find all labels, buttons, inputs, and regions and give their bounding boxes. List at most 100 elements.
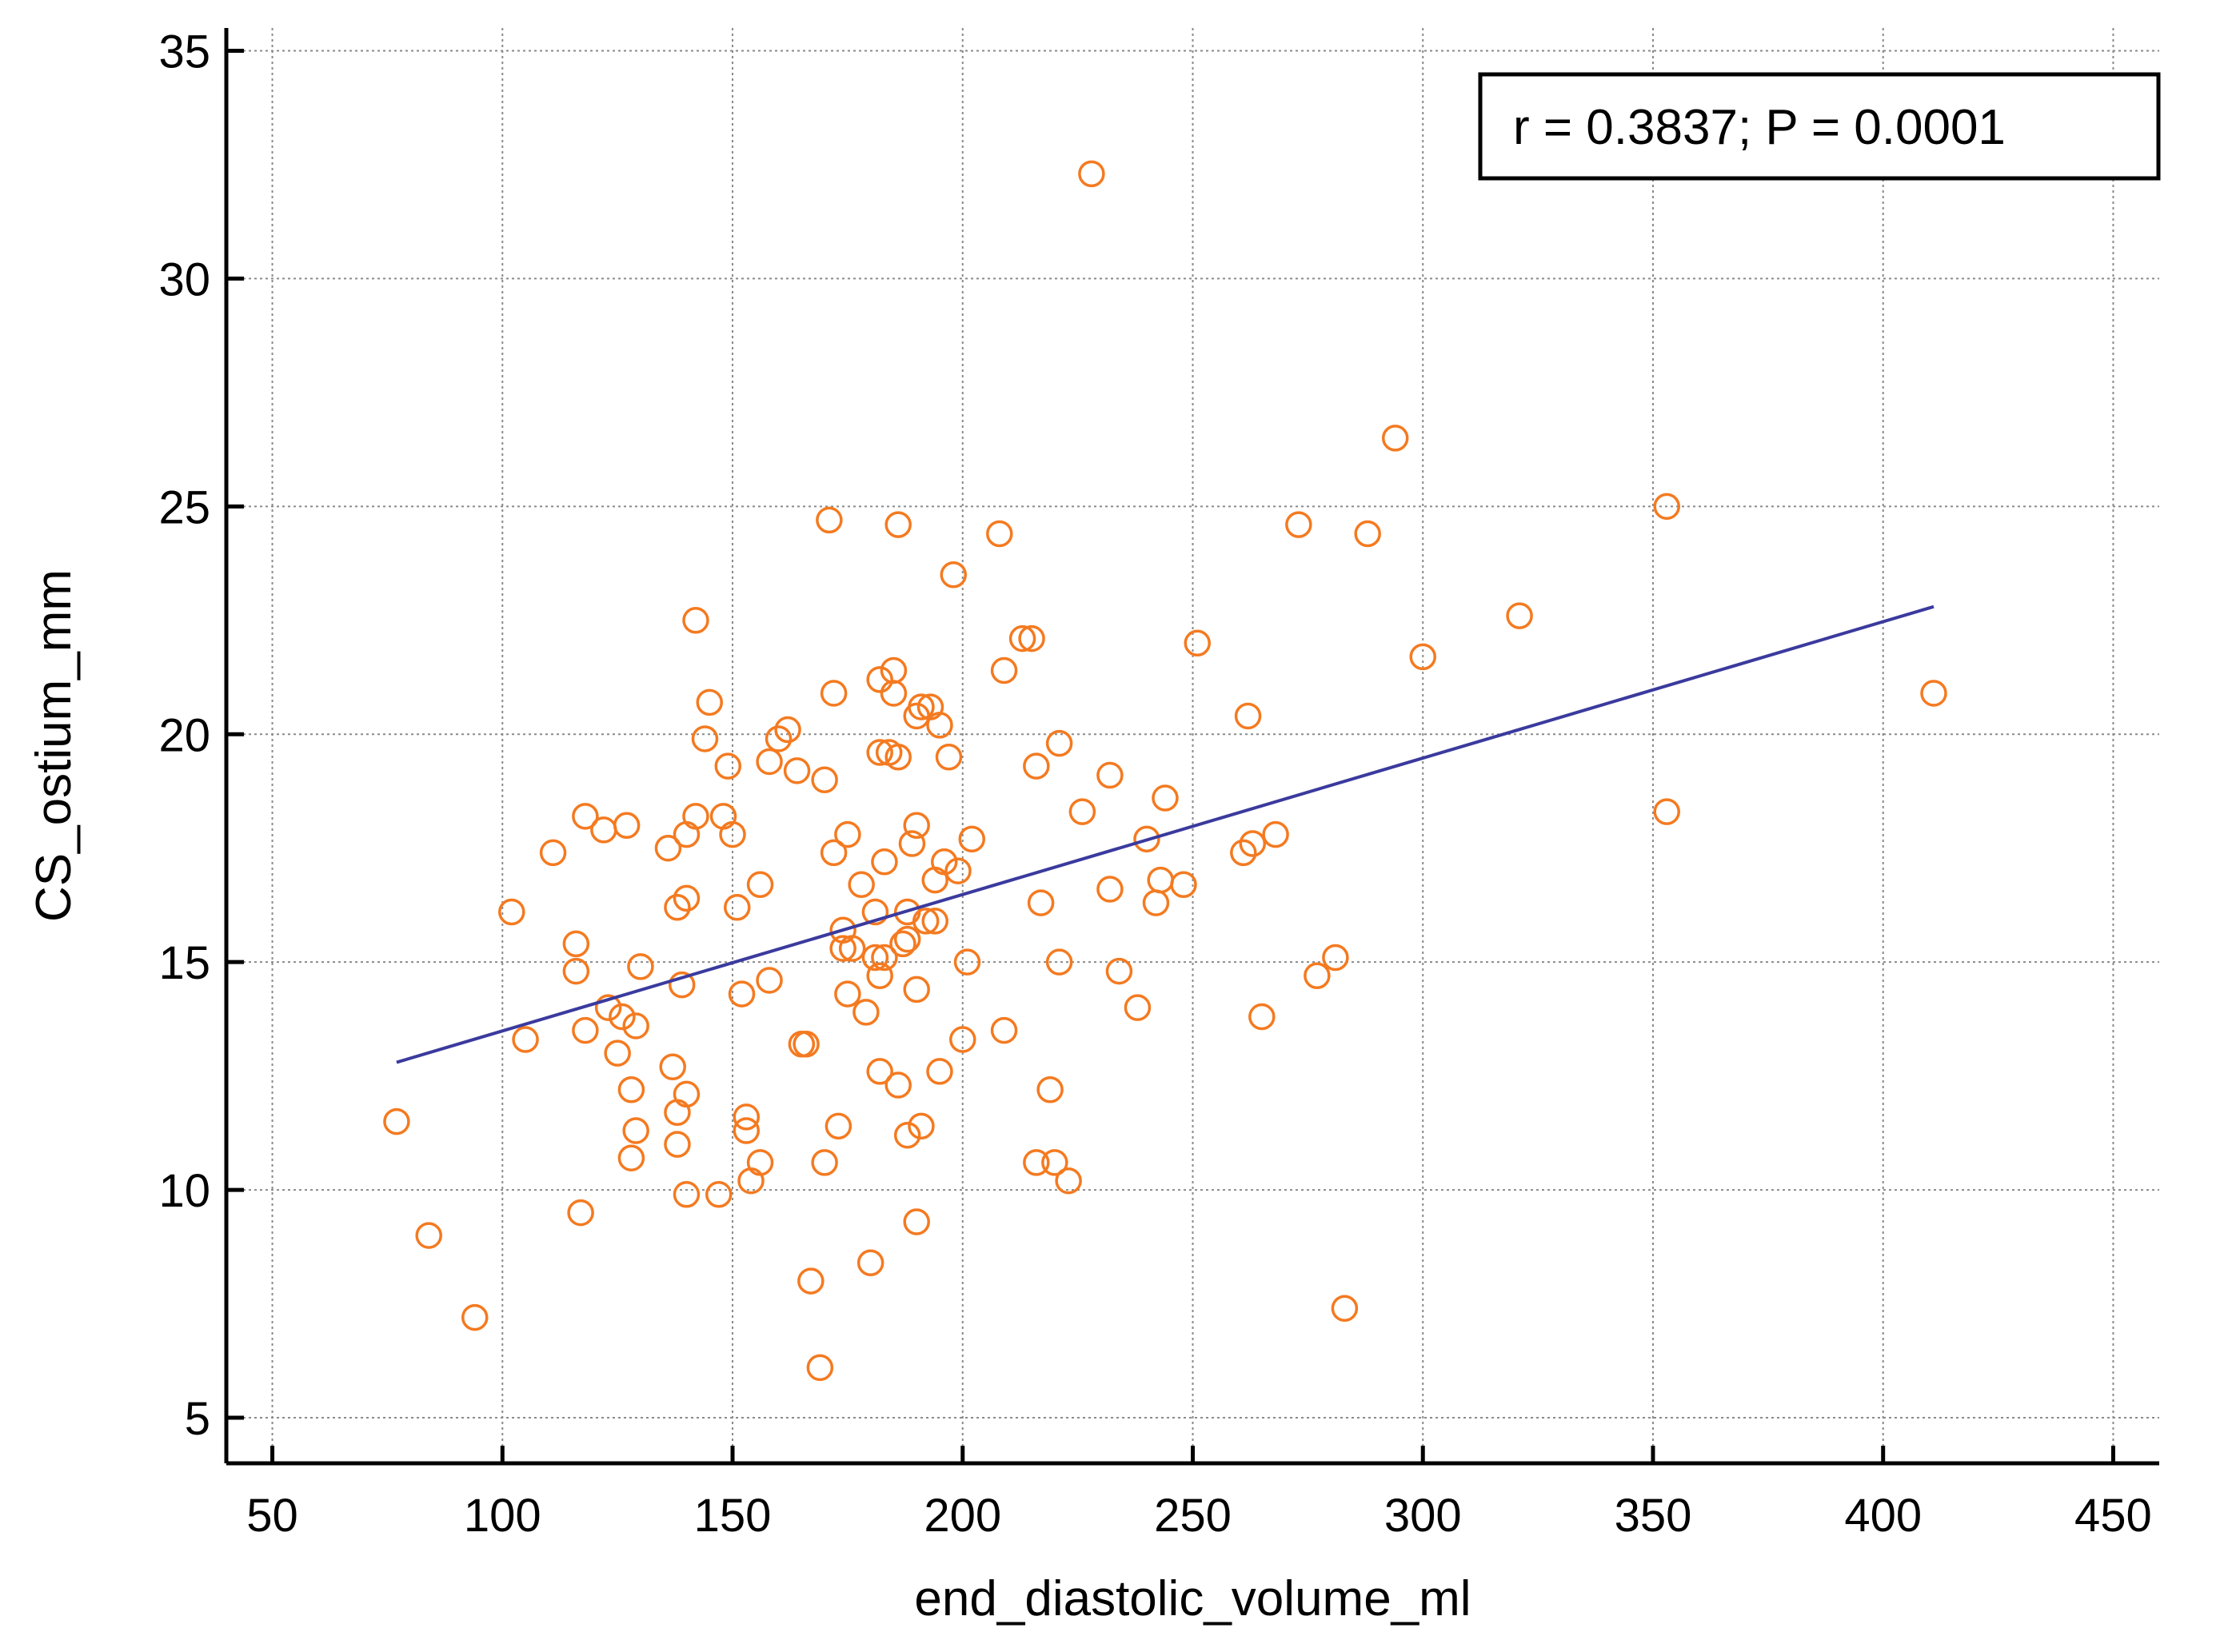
regression-line: [396, 605, 1935, 1064]
data-point: [921, 908, 948, 935]
data-point: [562, 930, 590, 958]
data-point: [871, 848, 898, 876]
data-point: [733, 1117, 761, 1144]
annotation-frame: [1478, 72, 2161, 181]
data-point: [724, 894, 751, 921]
regression-layer: [396, 605, 1935, 1064]
data-point: [627, 953, 654, 980]
data-point: [1068, 798, 1096, 825]
data-point: [733, 1103, 761, 1131]
data-point: [1653, 493, 1680, 521]
data-point: [866, 739, 893, 766]
data-point: [1920, 680, 1947, 707]
data-point: [696, 688, 723, 716]
data-point: [1152, 784, 1179, 812]
data-point: [940, 561, 968, 589]
data-point: [861, 944, 889, 972]
data-point: [1105, 957, 1133, 985]
data-point: [834, 980, 861, 1008]
data-point: [926, 712, 953, 739]
data-point: [461, 1303, 489, 1331]
data-point: [866, 1058, 893, 1085]
data-point: [1133, 825, 1160, 853]
data-point: [856, 1249, 884, 1277]
data-point: [986, 520, 1013, 548]
data-point: [949, 1026, 976, 1053]
data-point: [1234, 702, 1262, 730]
data-point: [1078, 160, 1105, 188]
data-point: [889, 930, 916, 958]
data-point: [673, 820, 701, 848]
data-point: [1381, 425, 1409, 452]
data-point: [682, 607, 709, 634]
data-point: [866, 666, 893, 693]
data-point: [1230, 839, 1257, 867]
data-point: [825, 1112, 852, 1140]
x-tick-label: 300: [1384, 1490, 1462, 1542]
data-point: [1023, 752, 1050, 780]
grid: [226, 28, 2159, 1463]
data-point: [654, 834, 682, 862]
y-tick-label: 20: [158, 709, 210, 761]
data-point: [673, 884, 701, 912]
data-point: [884, 511, 912, 538]
data-point: [930, 848, 958, 876]
data-point: [1354, 520, 1381, 548]
x-tick-label: 400: [1844, 1490, 1922, 1542]
data-point: [944, 857, 972, 884]
axes: [224, 28, 2159, 1466]
data-point: [415, 1222, 442, 1249]
data-point: [935, 743, 963, 771]
data-point: [820, 839, 848, 867]
data-point: [1248, 1003, 1276, 1031]
data-point: [880, 680, 908, 707]
data-point: [903, 976, 930, 1004]
data-point: [1045, 948, 1073, 976]
data-point: [1142, 889, 1170, 916]
data-point: [1023, 1149, 1050, 1176]
data-points: [383, 160, 1947, 1382]
x-tick-label: 350: [1615, 1490, 1692, 1542]
x-tick-label: 450: [2074, 1490, 2152, 1542]
data-point: [668, 971, 696, 999]
data-point: [604, 1039, 631, 1067]
data-point: [622, 1117, 649, 1144]
data-point: [884, 1071, 912, 1099]
x-tick-label: 200: [924, 1490, 1001, 1542]
data-point: [617, 1144, 645, 1171]
data-point: [1036, 1075, 1064, 1103]
y-tick-label: 15: [158, 937, 210, 989]
data-point: [893, 1121, 921, 1149]
data-point: [816, 506, 843, 534]
data-point: [834, 820, 861, 848]
data-point: [829, 935, 856, 962]
data-point: [673, 1080, 701, 1108]
data-point: [746, 1149, 774, 1176]
data-point: [953, 948, 981, 976]
data-point: [774, 716, 801, 744]
y-tick-label: 5: [185, 1393, 210, 1445]
y-tick-label: 30: [158, 253, 210, 305]
data-point: [1096, 876, 1124, 903]
data-point: [1041, 1149, 1068, 1176]
y-tick-label: 25: [158, 481, 210, 533]
data-point: [783, 757, 811, 784]
correlation-annotation-box: r = 0.3837; P = 0.0001: [1478, 72, 2161, 181]
data-point: [1409, 643, 1436, 671]
data-point: [709, 803, 737, 830]
data-point: [848, 871, 875, 899]
data-point: [498, 898, 525, 926]
data-point: [884, 743, 912, 771]
data-point: [912, 908, 940, 935]
data-point: [806, 1354, 834, 1382]
x-axis-title: end_diastolic_volume_ml: [914, 1571, 1471, 1626]
tick-labels: 50 100 150 200 250 300 350 400 450 5 10 15 20 25 30 35: [158, 26, 2151, 1542]
data-point: [1045, 729, 1073, 757]
data-point: [567, 1199, 594, 1227]
data-point: [714, 752, 742, 780]
data-point: [609, 1003, 636, 1031]
data-point: [613, 812, 641, 839]
data-point: [664, 1099, 691, 1126]
data-point: [617, 1075, 645, 1103]
